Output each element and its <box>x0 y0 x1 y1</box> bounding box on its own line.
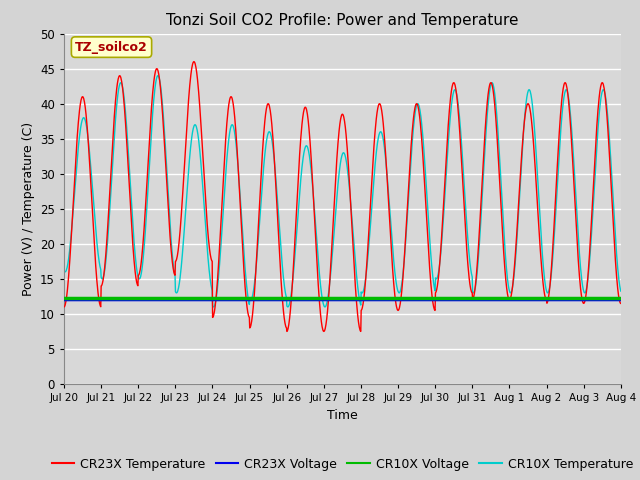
Legend: CR23X Temperature, CR23X Voltage, CR10X Voltage, CR10X Temperature: CR23X Temperature, CR23X Voltage, CR10X … <box>47 453 638 476</box>
Text: TZ_soilco2: TZ_soilco2 <box>75 41 148 54</box>
Y-axis label: Power (V) / Temperature (C): Power (V) / Temperature (C) <box>22 122 35 296</box>
Title: Tonzi Soil CO2 Profile: Power and Temperature: Tonzi Soil CO2 Profile: Power and Temper… <box>166 13 518 28</box>
X-axis label: Time: Time <box>327 408 358 421</box>
